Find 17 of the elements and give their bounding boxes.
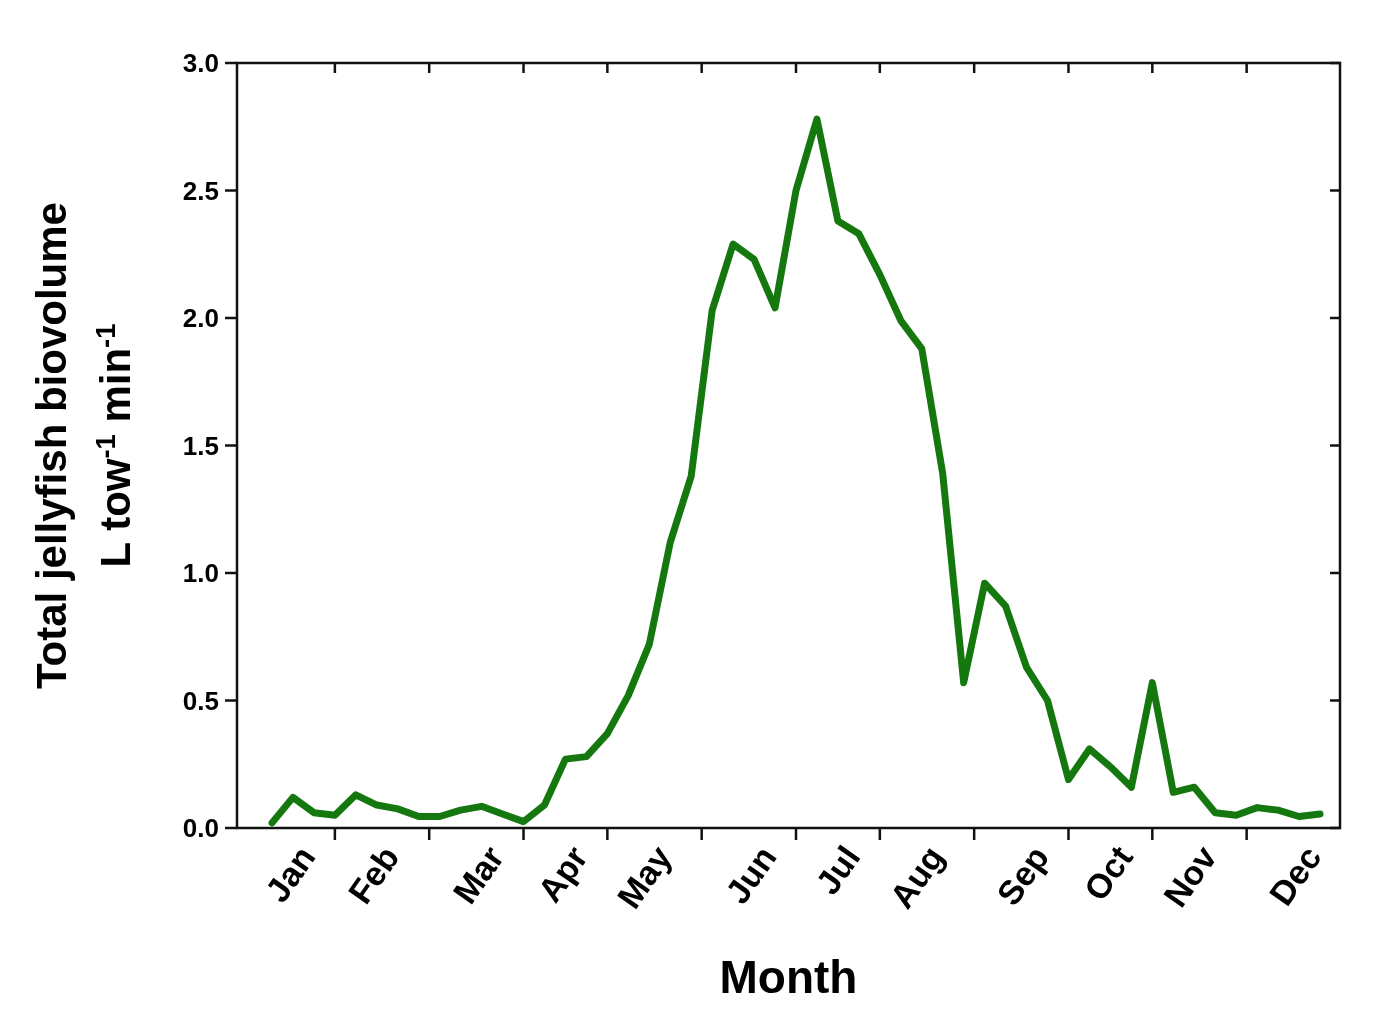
y-tick-label: 0.5 [182, 685, 219, 716]
x-tick-label: Feb [340, 839, 407, 911]
x-tick-label: Jan [257, 839, 323, 909]
y-tick-label: 1.5 [182, 430, 219, 461]
y-tick-label: 3.0 [182, 48, 219, 79]
x-tick-label: Sep [989, 839, 1057, 912]
x-tick-label: Jun [717, 839, 784, 911]
y-tick-label: 1.0 [182, 558, 219, 589]
x-axis-title: Month [719, 951, 858, 1003]
x-tick-label: Oct [1076, 839, 1140, 908]
y-tick-label: 2.0 [182, 303, 219, 334]
x-tick-label: Dec [1261, 839, 1329, 912]
x-tick-label: Apr [530, 839, 595, 909]
x-tick-label: Mar [445, 839, 512, 911]
y-tick-label: 2.5 [182, 175, 219, 206]
x-tick-label: Jul [808, 839, 868, 902]
y-tick-label: 0.0 [182, 813, 219, 844]
